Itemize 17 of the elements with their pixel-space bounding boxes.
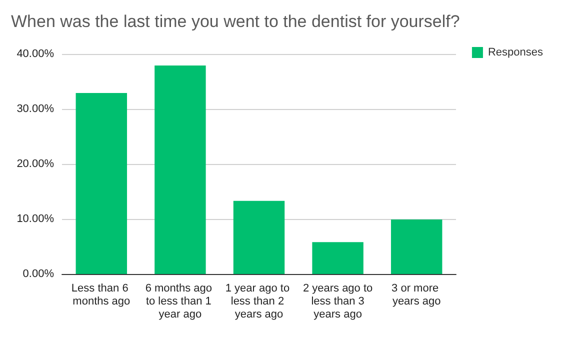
bar — [390, 220, 442, 274]
bar — [76, 93, 128, 274]
bar — [233, 200, 285, 274]
y-tick-label: 40.00% — [16, 48, 54, 60]
bar — [312, 242, 364, 274]
x-tick-label: 3 or more years ago — [392, 282, 442, 308]
chart-title: When was the last time you went to the dentist for yourself? — [11, 12, 460, 31]
y-tick-label: 0.00% — [22, 268, 54, 280]
y-tick-label: 30.00% — [16, 103, 54, 115]
x-tick-label: 1 year ago to less than 2 years ago — [225, 282, 293, 320]
legend-label: Responses — [488, 46, 544, 58]
bar — [154, 66, 206, 274]
x-tick-label: 6 months ago to less than 1 year ago — [145, 282, 216, 320]
x-tick-label: Less than 6 months ago — [71, 282, 132, 308]
y-tick-label: 10.00% — [16, 213, 54, 225]
x-tick-label: 2 years ago to less than 3 years ago — [302, 282, 373, 320]
y-tick-label: 20.00% — [16, 158, 54, 170]
